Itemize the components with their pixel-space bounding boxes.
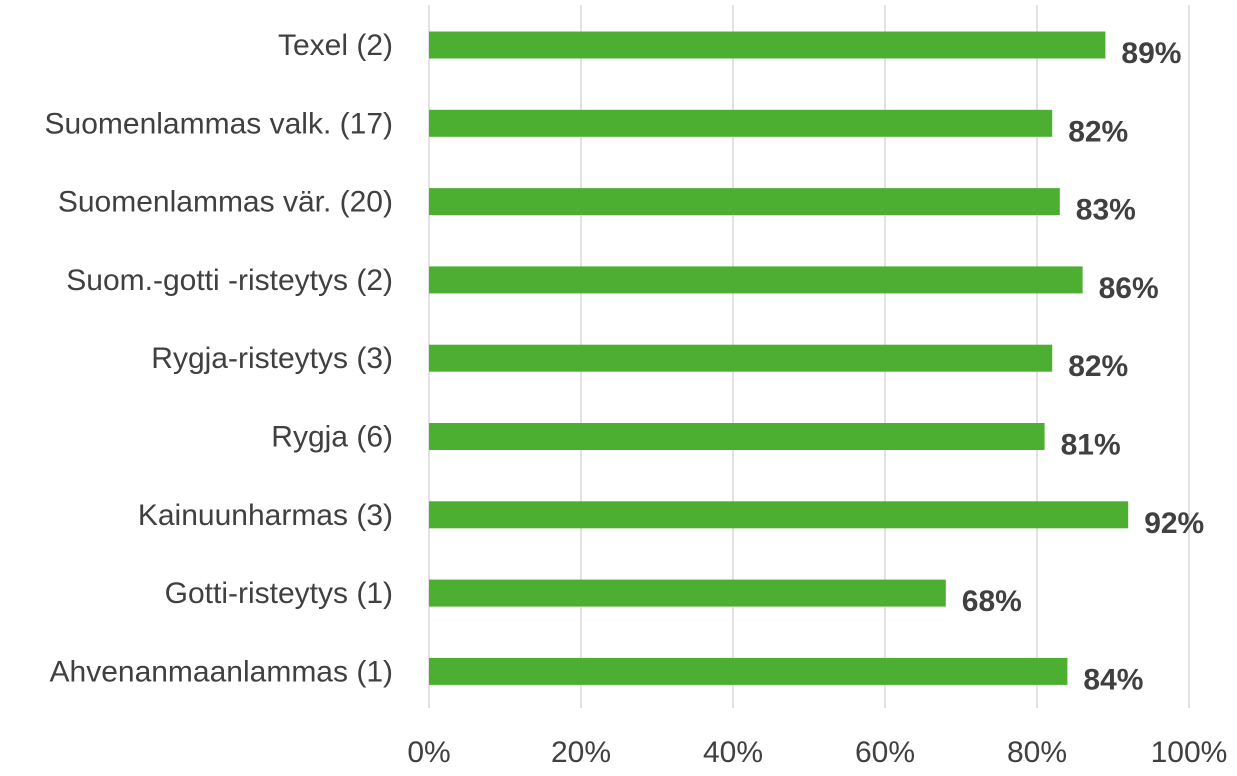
data-label: 92% (1144, 507, 1204, 540)
bar (429, 423, 1045, 450)
category-label: Suomenlammas vär. (20) (58, 186, 393, 219)
x-tick-label: 40% (703, 736, 763, 769)
bar (429, 188, 1060, 216)
category-label: Suom.-gotti -risteytys (2) (66, 264, 393, 297)
category-label: Suomenlammas valk. (17) (45, 107, 393, 140)
x-tick-label: 80% (1007, 736, 1067, 769)
bars (429, 31, 1129, 685)
category-label: Gotti-risteytys (1) (165, 577, 393, 610)
x-axis-tick-labels: 0% 20% 40% 60% 80% 100% (407, 736, 1227, 769)
bar (429, 344, 1053, 372)
data-label: 83% (1076, 194, 1136, 227)
data-label: 89% (1121, 37, 1181, 70)
x-tick-label: 60% (855, 736, 915, 769)
category-label: Kainuunharmas (3) (138, 499, 393, 532)
bar (429, 657, 1068, 685)
bar (429, 501, 1129, 529)
x-tick-label: 100% (1151, 736, 1228, 769)
bar (429, 579, 946, 607)
category-labels: Texel (2) Suomenlammas valk. (17) Suomenla… (45, 29, 393, 688)
category-label: Rygja (6) (271, 421, 393, 454)
data-label: 82% (1068, 350, 1128, 383)
data-label: 86% (1099, 272, 1159, 305)
category-label: Rygja-risteytys (3) (151, 342, 393, 375)
x-tick-label: 20% (551, 736, 611, 769)
category-label: Texel (2) (278, 29, 393, 62)
category-label: Ahvenanmaanlammas (1) (50, 655, 394, 688)
data-label: 84% (1083, 663, 1143, 696)
data-labels: 89% 82% 83% 86% 82% 81% 92% 68% 84% (962, 37, 1204, 696)
bar (429, 109, 1053, 137)
bar (429, 31, 1106, 59)
bar (429, 266, 1083, 294)
data-label: 82% (1068, 115, 1128, 148)
x-tick-label: 0% (407, 736, 450, 769)
data-label: 81% (1061, 429, 1121, 462)
data-label: 68% (962, 585, 1022, 618)
